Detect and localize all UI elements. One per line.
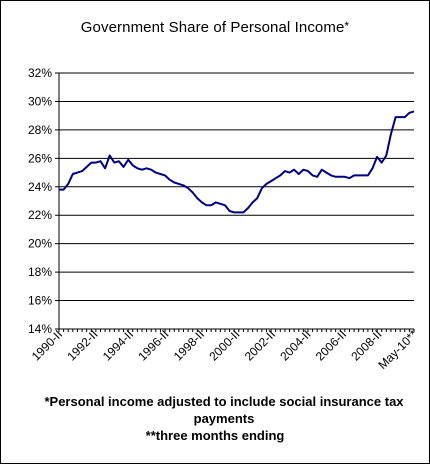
y-tick-label: 16%: [28, 294, 52, 308]
y-tick-label: 20%: [28, 237, 52, 251]
chart-title-footnote-mark: *: [344, 19, 350, 33]
chart-title-text: Government Share of Personal Income: [80, 19, 345, 36]
axes: [55, 72, 415, 332]
y-tick-label: 32%: [28, 66, 52, 80]
y-axis-tick-labels: 14% 16% 18% 20% 22% 24% 26% 28% 30% 32%: [28, 66, 52, 336]
x-tick-label: 2002-II: [242, 327, 278, 363]
y-tick-label: 26%: [28, 151, 52, 165]
y-tick-label: 18%: [28, 265, 52, 279]
footnote-adjusted-income: *Personal income adjusted to include soc…: [44, 394, 404, 426]
x-tick-label: 2006-II: [313, 327, 349, 363]
y-tick-label: 28%: [28, 123, 52, 137]
x-tick-label: 1998-II: [171, 327, 207, 363]
x-tick-label: 1992-II: [64, 327, 100, 363]
x-tick-label: 1996-II: [135, 327, 171, 363]
y-tick-label: 14%: [28, 322, 52, 336]
x-tick-label: 1994-II: [100, 327, 136, 363]
y-tick-label: 24%: [28, 180, 52, 194]
series-line: [59, 110, 415, 214]
series-group: [59, 110, 415, 214]
chart-title: Government Share of Personal Income*: [0, 19, 430, 36]
x-tick-label: May-10**: [375, 327, 420, 372]
footnote-three-months: **three months ending: [145, 428, 285, 443]
x-tick-label: 2004-II: [277, 327, 313, 363]
gridlines: [59, 72, 414, 302]
y-tick-label: 30%: [28, 94, 52, 108]
y-tick-label: 22%: [28, 208, 52, 222]
x-tick-label: 2000-II: [206, 327, 242, 363]
x-axis-tick-labels: 1990-II 1992-II 1994-II 1996-II 1998-II 2000-…: [29, 327, 421, 372]
